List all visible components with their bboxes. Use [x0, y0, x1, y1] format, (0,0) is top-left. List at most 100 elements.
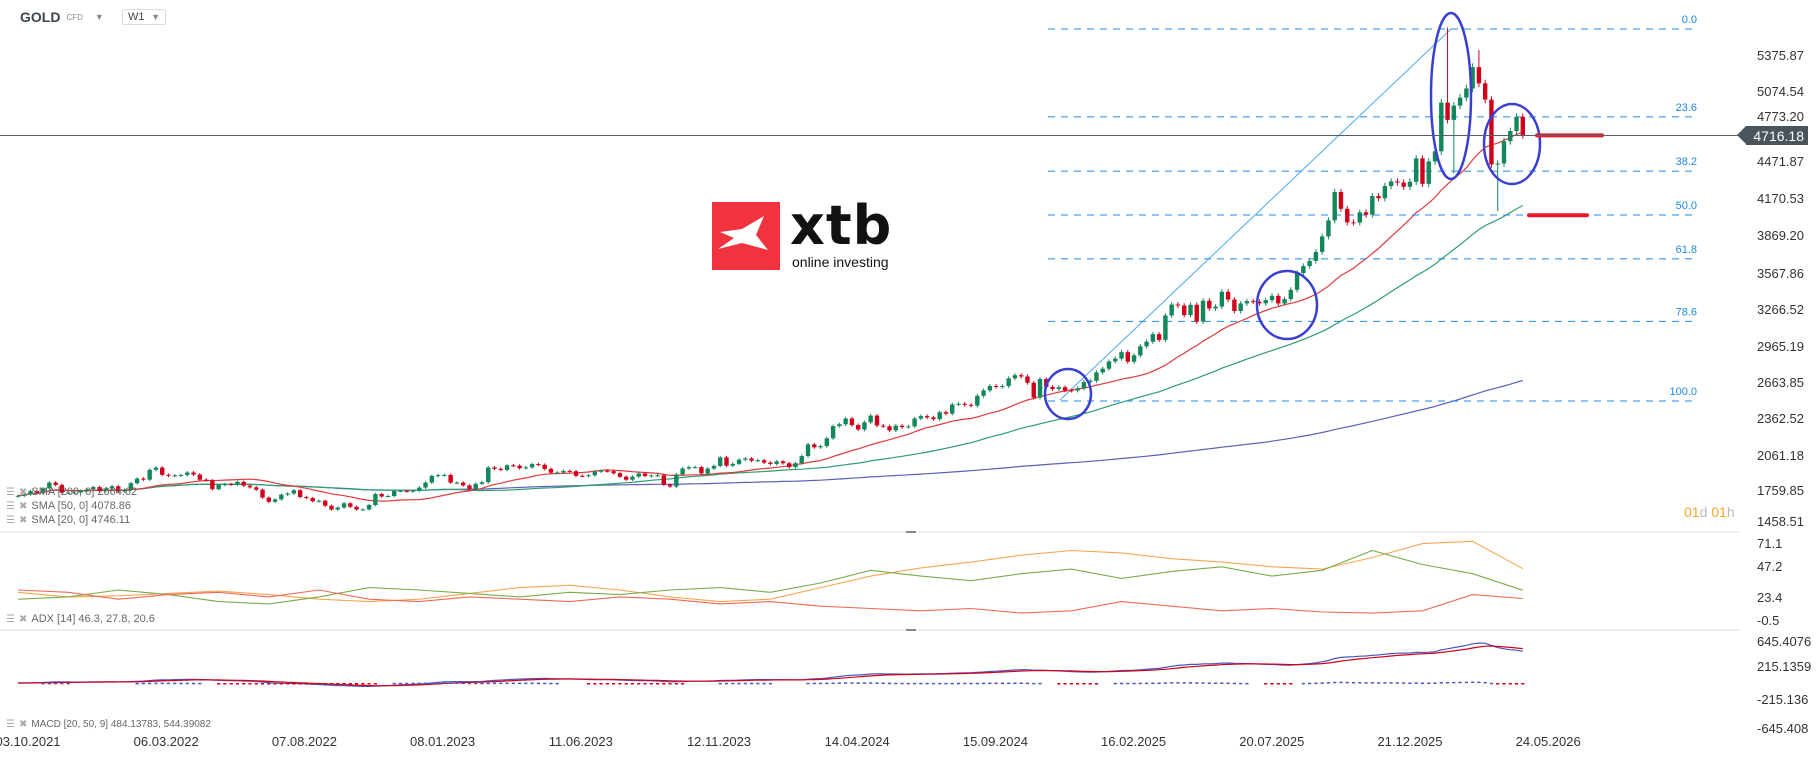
candle-body	[28, 491, 33, 495]
candle	[1056, 385, 1062, 391]
candle	[655, 473, 660, 477]
legend-macd[interactable]: ☰ ✖ MACD [20, 50, 9] 484.13783, 544.39082	[6, 719, 211, 730]
candle	[91, 485, 96, 491]
candle	[830, 424, 836, 440]
macd-histogram-bar	[254, 683, 258, 685]
macd-histogram-bar	[1477, 681, 1481, 684]
candle-body	[1376, 196, 1381, 199]
legend-sma200[interactable]: ☰ ✖ SMA [200, 0] 2664.62	[6, 486, 137, 498]
macd-histogram-bar	[1395, 682, 1399, 684]
candle-body	[529, 464, 535, 468]
macd-histogram-bar	[919, 682, 923, 685]
macd-axis-tick: 215.1359	[1757, 659, 1811, 674]
candle	[1520, 113, 1525, 139]
candle	[1307, 258, 1312, 269]
settings-icon[interactable]: ☰	[6, 613, 15, 625]
candle	[956, 401, 961, 407]
close-icon[interactable]: ✖	[18, 500, 28, 512]
candle-body	[1119, 352, 1124, 359]
candle-body	[968, 404, 974, 406]
candle-body	[467, 485, 472, 490]
legend-sma20[interactable]: ☰ ✖ SMA [20, 0] 4746.11	[6, 514, 130, 526]
candle-body	[987, 386, 993, 391]
close-icon[interactable]: ✖	[18, 719, 28, 730]
macd-histogram-bar	[1452, 681, 1456, 684]
candle-body	[122, 489, 127, 492]
macd-histogram-bar	[1320, 682, 1324, 684]
candle-body	[812, 444, 817, 448]
macd-histogram-bar	[1000, 682, 1004, 685]
candle	[335, 506, 340, 511]
countdown-days-unit: d	[1699, 504, 1708, 520]
candle	[429, 474, 435, 485]
timeframe-select[interactable]: W1 ▼	[122, 9, 166, 25]
macd-histogram-bar	[373, 683, 377, 685]
candle-body	[724, 457, 729, 466]
price-axis-tick: 2965.19	[1757, 339, 1804, 354]
candle-body	[103, 488, 108, 491]
legend-sma50[interactable]: ☰ ✖ SMA [50, 0] 4078.86	[6, 500, 131, 512]
macd-histogram-bar	[1025, 682, 1030, 685]
settings-icon[interactable]: ☰	[6, 514, 15, 526]
candle	[442, 473, 447, 477]
price-axis-tick: 1759.85	[1757, 483, 1804, 498]
candle	[1263, 297, 1268, 306]
candle	[1288, 287, 1294, 302]
candle-body	[692, 467, 698, 469]
candle-body	[787, 463, 792, 468]
candle-body	[1075, 388, 1080, 391]
macd-histogram-bar	[994, 682, 998, 685]
candle-body	[22, 494, 27, 496]
adx-axis-tick: 47.2	[1757, 559, 1782, 574]
candle	[818, 444, 823, 449]
settings-icon[interactable]: ☰	[6, 486, 15, 498]
close-icon[interactable]: ✖	[18, 514, 28, 526]
candle	[1476, 49, 1482, 88]
macd-histogram-bar	[54, 682, 58, 685]
candle-body	[1388, 181, 1394, 187]
candle-body	[310, 498, 315, 502]
x-mark-icon	[718, 216, 768, 250]
price-axis-tick: 2663.85	[1757, 375, 1804, 390]
macd-histogram-bar	[492, 682, 497, 685]
candle-body	[228, 484, 234, 486]
symbol-selector[interactable]: GOLD CFD ▼	[20, 9, 104, 25]
macd-histogram-bar	[455, 682, 459, 685]
legend-text: ADX [14] 46.3, 27.8, 20.6	[31, 613, 155, 625]
candle	[1457, 93, 1463, 110]
candle	[1319, 233, 1325, 255]
close-icon[interactable]: ✖	[18, 486, 28, 498]
settings-icon[interactable]: ☰	[6, 719, 15, 730]
macd-histogram-bar	[229, 683, 233, 685]
candle-body	[993, 386, 999, 388]
candle-body	[1263, 300, 1268, 304]
candle	[924, 414, 930, 420]
candle	[893, 424, 898, 433]
macd-histogram-bar	[969, 682, 973, 685]
candle	[548, 467, 554, 475]
macd-histogram-bar	[1082, 683, 1086, 685]
candle-body	[1426, 161, 1431, 184]
candle-body	[736, 459, 742, 464]
settings-icon[interactable]: ☰	[6, 500, 15, 512]
candle-body	[84, 489, 90, 491]
date-axis-tick: 12.11.2023	[687, 734, 751, 749]
close-icon[interactable]: ✖	[18, 613, 28, 625]
logo-mark	[712, 202, 780, 270]
candle-body	[1345, 208, 1350, 223]
macd-histogram-bar	[1132, 682, 1136, 685]
candle	[567, 469, 572, 473]
macd-histogram-bar	[743, 682, 747, 685]
candle-body	[1407, 181, 1413, 187]
macd-histogram-bar	[1483, 681, 1487, 684]
macd-histogram-bar	[279, 683, 283, 685]
macd-axis-tick: 645.4076	[1757, 634, 1811, 649]
candle	[843, 416, 848, 427]
macd-histogram-bar	[198, 682, 202, 685]
candle	[1420, 155, 1425, 187]
candle	[837, 422, 842, 428]
candle	[128, 481, 134, 492]
candle	[191, 471, 196, 476]
legend-adx[interactable]: ☰ ✖ ADX [14] 46.3, 27.8, 20.6	[6, 613, 155, 625]
